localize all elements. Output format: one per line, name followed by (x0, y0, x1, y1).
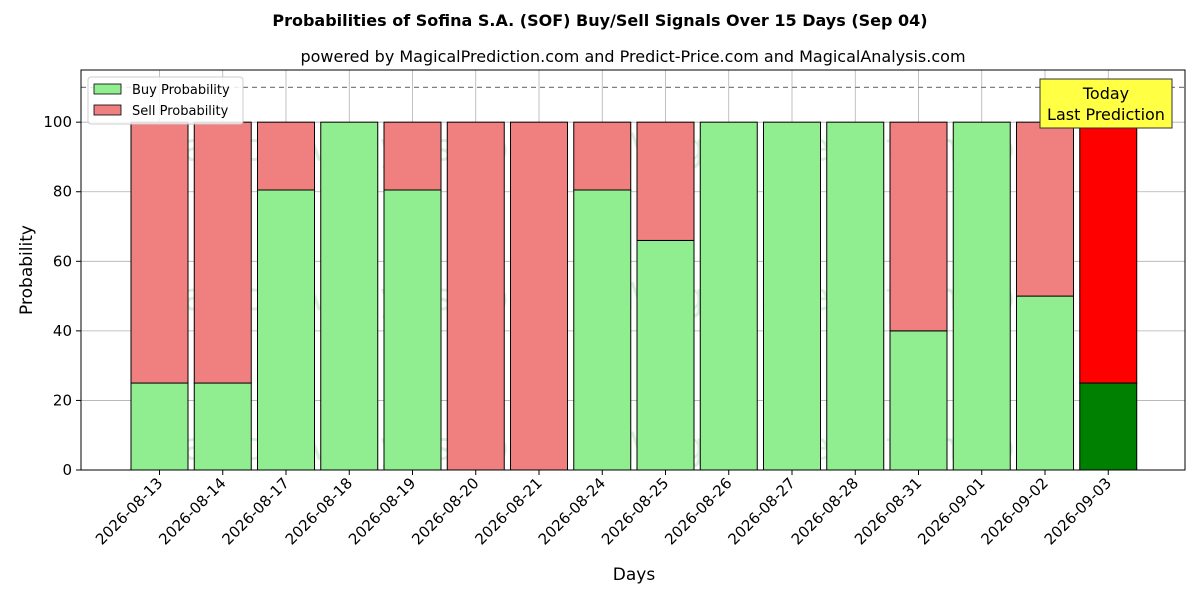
bar-sell (889, 121, 948, 332)
y-tick-label: 60 (53, 252, 72, 270)
bar-sell (510, 121, 568, 471)
bar-buy (952, 121, 1011, 471)
y-axis-label: Probability (17, 225, 37, 315)
bar-buy (763, 121, 821, 471)
bar-buy (130, 382, 189, 471)
y-tick-label: 0 (62, 461, 72, 479)
y-tick-label: 80 (53, 183, 72, 201)
y-axis-ticks: 0 20 40 60 80 100 (43, 113, 81, 479)
y-tick-label: 100 (43, 113, 72, 131)
bar-buy (193, 382, 252, 471)
legend-swatch (93, 104, 122, 116)
legend-swatch (93, 83, 122, 95)
bar-sell (1016, 121, 1074, 297)
bar-sell (1079, 121, 1138, 384)
annotation-text: Last Prediction (1047, 105, 1165, 124)
x-axis-label: Days (613, 565, 656, 585)
bar-buy (1016, 295, 1074, 471)
bar-buy (826, 121, 885, 471)
bar-buy (320, 121, 379, 471)
bar-buy (257, 189, 315, 471)
bar-sell (130, 121, 189, 384)
bar-buy (699, 121, 758, 471)
legend-box (87, 76, 244, 125)
axes-frame (80, 69, 1186, 471)
legend-label: Sell Probability (132, 104, 229, 119)
y-tick-label: 20 (53, 391, 72, 409)
legend: Buy Probability Sell Probability (87, 76, 244, 125)
bar-buy (889, 330, 948, 471)
annotation-box (1039, 78, 1173, 129)
axes (80, 69, 1186, 471)
bar-sell (257, 121, 315, 191)
bar-sell (446, 121, 505, 471)
chart-subtitle: powered by MagicalPrediction.com and Pre… (300, 47, 965, 66)
y-tick-label: 40 (53, 322, 72, 340)
bar-sell (383, 121, 442, 191)
bar-sell (573, 121, 632, 191)
bar-sell (636, 121, 695, 241)
chart-title: Probabilities of Sofina S.A. (SOF) Buy/S… (272, 11, 927, 30)
annotation-text: Today (1082, 84, 1129, 103)
bar-sell (193, 121, 252, 384)
today-annotation: Today Last Prediction (1039, 78, 1173, 129)
bar-buy (1079, 382, 1138, 471)
bar-buy (573, 189, 632, 471)
legend-label: Buy Probability (132, 83, 230, 98)
bars (130, 121, 1138, 471)
bar-buy (636, 239, 695, 471)
bar-buy (383, 189, 442, 471)
